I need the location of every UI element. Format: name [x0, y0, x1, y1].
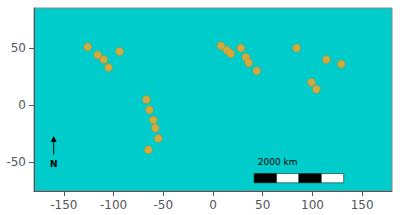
svg-text:100: 100 — [301, 198, 324, 212]
svg-text:-50: -50 — [6, 155, 26, 169]
svg-text:50: 50 — [255, 198, 270, 212]
svg-text:0: 0 — [18, 98, 26, 112]
svg-text:150: 150 — [351, 198, 374, 212]
svg-text:-100: -100 — [100, 198, 127, 212]
svg-text:2000 km: 2000 km — [258, 157, 298, 167]
svg-text:-150: -150 — [50, 198, 77, 212]
svg-text:N: N — [50, 159, 58, 169]
svg-text:50: 50 — [11, 41, 26, 55]
svg-text:-50: -50 — [153, 198, 173, 212]
svg-text:0: 0 — [209, 198, 217, 212]
